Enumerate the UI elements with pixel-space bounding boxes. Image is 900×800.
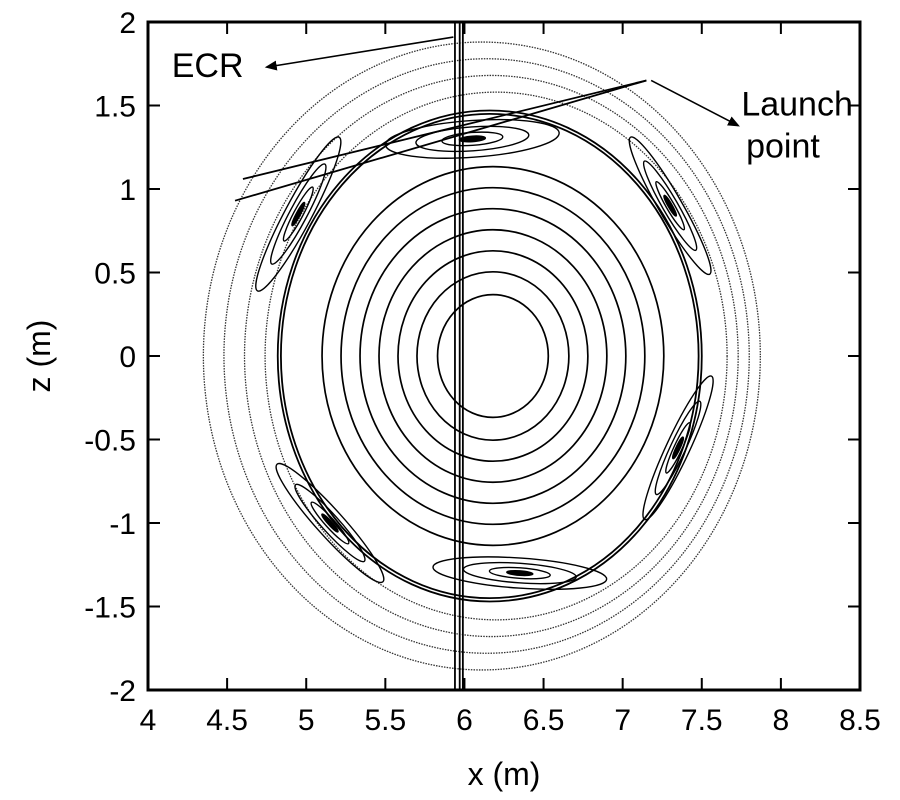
magnetic-island xyxy=(665,421,692,474)
magnetic-island xyxy=(654,400,702,496)
inner-flux-surface xyxy=(321,165,665,547)
outer-flux-surface xyxy=(202,41,761,671)
inner-flux-surface xyxy=(416,270,570,442)
magnetic-island xyxy=(415,125,530,153)
magnetic-island xyxy=(663,194,678,217)
x-tick-label: 8 xyxy=(773,704,790,737)
x-tick-label: 4 xyxy=(140,704,157,737)
magnetic-island xyxy=(282,186,314,242)
ray-path xyxy=(242,79,647,180)
inner-flux-surface xyxy=(378,228,608,484)
magnetic-island xyxy=(310,501,350,545)
y-tick-label: -0.5 xyxy=(84,425,136,458)
magnetic-island xyxy=(269,163,327,265)
y-axis-label: z (m) xyxy=(21,320,57,393)
inner-flux-surface xyxy=(436,293,550,419)
outer-flux-surface xyxy=(264,91,728,621)
x-tick-label: 4.5 xyxy=(206,704,248,737)
y-tick-label: 2 xyxy=(119,7,136,40)
y-tick-label: 0.5 xyxy=(94,258,136,291)
point-annotation: point xyxy=(746,127,820,165)
magnetic-island xyxy=(488,566,551,580)
magnetic-island xyxy=(432,556,608,590)
separatrix-surface xyxy=(276,109,703,603)
x-tick-label: 6.5 xyxy=(523,704,565,737)
magnetic-island xyxy=(642,375,714,521)
outer-flux-surface xyxy=(243,74,739,638)
magnetic-island xyxy=(506,569,534,577)
ray-path xyxy=(234,79,647,202)
magnetic-island xyxy=(655,180,686,231)
magnetic-island xyxy=(275,462,385,584)
x-tick-label: 5.5 xyxy=(364,704,406,737)
magnetic-island xyxy=(321,513,339,533)
separatrix-surface xyxy=(280,112,700,600)
magnetic-island xyxy=(294,483,366,563)
magnetic-island xyxy=(642,160,698,252)
inner-flux-surface xyxy=(359,207,627,505)
y-tick-label: -1 xyxy=(109,508,136,541)
x-tick-label: 6 xyxy=(456,704,473,737)
x-tick-label: 5 xyxy=(298,704,315,737)
magnetic-island xyxy=(628,136,712,276)
ecr-arrow xyxy=(264,36,454,71)
launch-arrow xyxy=(650,79,740,127)
x-tick-label: 8.5 xyxy=(839,704,881,737)
x-tick-label: 7.5 xyxy=(681,704,723,737)
outer-flux-surface xyxy=(223,58,750,654)
magnetic-island xyxy=(672,436,685,460)
magnetic-island xyxy=(255,136,342,292)
y-tick-label: 1.5 xyxy=(94,91,136,124)
x-tick-label: 7 xyxy=(614,704,631,737)
axes: 4 4.5 5 5.5 6 6.5 7 7.5 8 8.5 2 1.5 1 0.5 0 -0.5 -1 -1.5 -… xyxy=(21,7,881,792)
launch-annotation: Launch xyxy=(741,86,853,124)
x-axis-label: x (m) xyxy=(468,756,541,792)
y-tick-label: -1.5 xyxy=(84,592,136,625)
magnetic-island xyxy=(291,201,306,227)
y-tick-label: -2 xyxy=(109,675,136,708)
inner-flux-surface xyxy=(340,186,646,526)
ecr-annotation: ECR xyxy=(172,47,244,85)
y-tick-label: 1 xyxy=(119,174,136,207)
inner-flux-surface xyxy=(397,249,589,463)
y-tick-label: 0 xyxy=(119,341,136,374)
